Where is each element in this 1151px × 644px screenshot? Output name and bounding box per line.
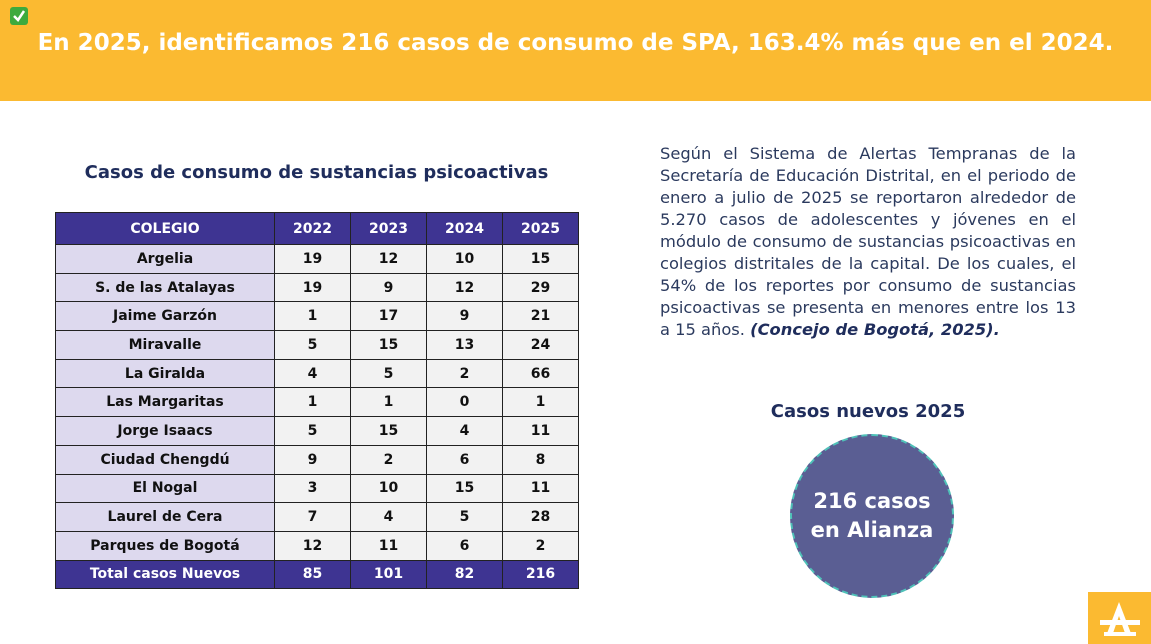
row-label: El Nogal	[55, 473, 275, 504]
cell: 12	[274, 530, 351, 561]
cell: 19	[274, 244, 351, 274]
logo	[1088, 592, 1151, 644]
header-title: En 2025, identificamos 216 casos de cons…	[37, 30, 1114, 56]
cell: 5	[274, 416, 351, 446]
total-cell: 85	[274, 559, 351, 590]
cell: 6	[426, 444, 503, 475]
row-label: Miravalle	[55, 330, 275, 360]
table-row: La Giralda 4 5 2 66	[55, 358, 579, 389]
cell: 1	[274, 301, 351, 332]
total-cell: 101	[350, 559, 427, 590]
cell: 15	[502, 244, 579, 274]
cell: 2	[426, 358, 503, 389]
table-row: Las Margaritas 1 1 0 1	[55, 387, 579, 418]
row-label: Laurel de Cera	[55, 502, 275, 532]
column-header: 2023	[350, 212, 427, 245]
cell: 4	[350, 502, 427, 532]
column-header: COLEGIO	[55, 212, 275, 245]
column-header: 2025	[502, 212, 579, 245]
table-row: El Nogal 3 10 15 11	[55, 473, 579, 504]
cell: 12	[350, 244, 427, 274]
cell: 7	[274, 502, 351, 532]
cell: 5	[426, 502, 503, 532]
cell: 29	[502, 272, 579, 303]
cell: 11	[502, 416, 579, 446]
paragraph: Según el Sistema de Alertas Tempranas de…	[660, 143, 1076, 341]
table-row: Miravalle 5 15 13 24	[55, 330, 579, 360]
cell: 1	[350, 387, 427, 418]
check-icon	[10, 7, 28, 25]
cell: 4	[274, 358, 351, 389]
cell: 15	[426, 473, 503, 504]
highlight-title: Casos nuevos 2025	[770, 401, 966, 422]
cell: 9	[274, 444, 351, 475]
cell: 10	[350, 473, 427, 504]
cell: 10	[426, 244, 503, 274]
table-row: Jorge Isaacs 5 15 4 11	[55, 416, 579, 446]
cell: 2	[350, 444, 427, 475]
cell: 66	[502, 358, 579, 389]
table-row: Jaime Garzón 1 17 9 21	[55, 301, 579, 332]
cases-table: COLEGIO 2022 2023 2024 2025 Argelia 19 12 10 15 S.…	[55, 212, 579, 590]
cell: 3	[274, 473, 351, 504]
row-label: Jorge Isaacs	[55, 416, 275, 446]
table-row: Argelia 19 12 10 15	[55, 244, 579, 274]
table-row: Parques de Bogotá 12 11 6 2	[55, 530, 579, 561]
cell: 9	[350, 272, 427, 303]
total-cell: 216	[502, 559, 579, 590]
cell: 15	[350, 330, 427, 360]
cell: 0	[426, 387, 503, 418]
cell: 12	[426, 272, 503, 303]
row-label: Ciudad Chengdú	[55, 444, 275, 475]
table-row: Laurel de Cera 7 4 5 28	[55, 502, 579, 532]
cell: 5	[350, 358, 427, 389]
citation: (Concejo de Bogotá, 2025).	[750, 320, 1000, 339]
cell: 17	[350, 301, 427, 332]
cell: 13	[426, 330, 503, 360]
cell: 24	[502, 330, 579, 360]
total-cell: 82	[426, 559, 503, 590]
cell: 19	[274, 272, 351, 303]
cell: 9	[426, 301, 503, 332]
cell: 15	[350, 416, 427, 446]
row-label: Las Margaritas	[55, 387, 275, 418]
cell: 8	[502, 444, 579, 475]
cell: 11	[502, 473, 579, 504]
column-header: 2024	[426, 212, 503, 245]
table-row: Ciudad Chengdú 9 2 6 8	[55, 444, 579, 475]
cell: 5	[274, 330, 351, 360]
row-label: Parques de Bogotá	[55, 530, 275, 561]
table-title: Casos de consumo de sustancias psicoacti…	[84, 162, 549, 183]
row-label: Jaime Garzón	[55, 301, 275, 332]
highlight-circle: 216 casos en Alianza	[790, 434, 954, 598]
cell: 2	[502, 530, 579, 561]
cell: 1	[274, 387, 351, 418]
cell: 28	[502, 502, 579, 532]
cell: 11	[350, 530, 427, 561]
table-row: S. de las Atalayas 19 9 12 29	[55, 272, 579, 303]
row-label: Argelia	[55, 244, 275, 274]
cell: 1	[502, 387, 579, 418]
highlight-label: 216 casos en Alianza	[810, 489, 934, 542]
cell: 21	[502, 301, 579, 332]
row-label: La Giralda	[55, 358, 275, 389]
total-label: Total casos Nuevos	[55, 559, 275, 590]
cell: 6	[426, 530, 503, 561]
paragraph-text: Según el Sistema de Alertas Tempranas de…	[660, 144, 1076, 339]
column-header: 2022	[274, 212, 351, 245]
total-row: Total casos Nuevos 85 101 82 216	[55, 559, 579, 590]
row-label: S. de las Atalayas	[55, 272, 275, 303]
header: En 2025, identificamos 216 casos de cons…	[0, 0, 1151, 101]
cell: 4	[426, 416, 503, 446]
